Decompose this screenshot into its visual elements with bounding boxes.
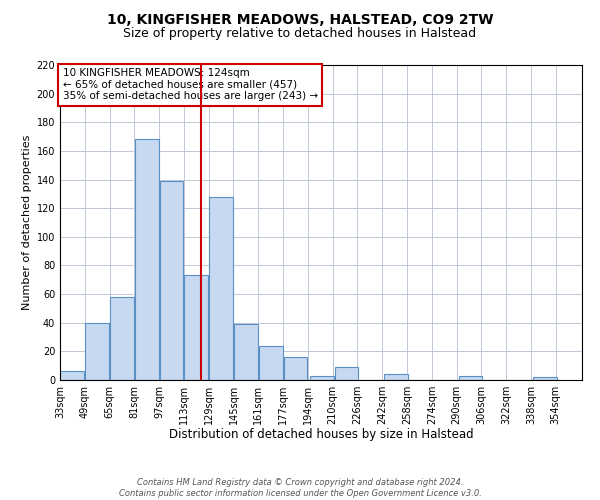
Bar (135, 140, 158, 380)
Bar (61, 372, 85, 380)
Bar (335, 367, 358, 380)
Bar (234, 324, 258, 380)
X-axis label: Distribution of detached houses by size in Halstead: Distribution of detached houses by size … (169, 428, 473, 442)
Text: Size of property relative to detached houses in Halstead: Size of property relative to detached ho… (124, 28, 476, 40)
Bar (184, 276, 208, 380)
Bar (284, 357, 307, 380)
Bar (110, 297, 134, 380)
Bar (458, 376, 482, 380)
Text: Contains HM Land Registry data © Crown copyright and database right 2024.
Contai: Contains HM Land Registry data © Crown c… (119, 478, 481, 498)
Bar (209, 196, 233, 380)
Bar (384, 374, 408, 380)
Bar (160, 181, 184, 380)
Bar (310, 376, 334, 380)
Bar (85, 322, 109, 380)
Bar (259, 346, 283, 380)
Text: 10 KINGFISHER MEADOWS: 124sqm
← 65% of detached houses are smaller (457)
35% of : 10 KINGFISHER MEADOWS: 124sqm ← 65% of d… (62, 68, 318, 102)
Bar (533, 377, 557, 380)
Text: 10, KINGFISHER MEADOWS, HALSTEAD, CO9 2TW: 10, KINGFISHER MEADOWS, HALSTEAD, CO9 2T… (107, 12, 493, 26)
Y-axis label: Number of detached properties: Number of detached properties (22, 135, 32, 310)
